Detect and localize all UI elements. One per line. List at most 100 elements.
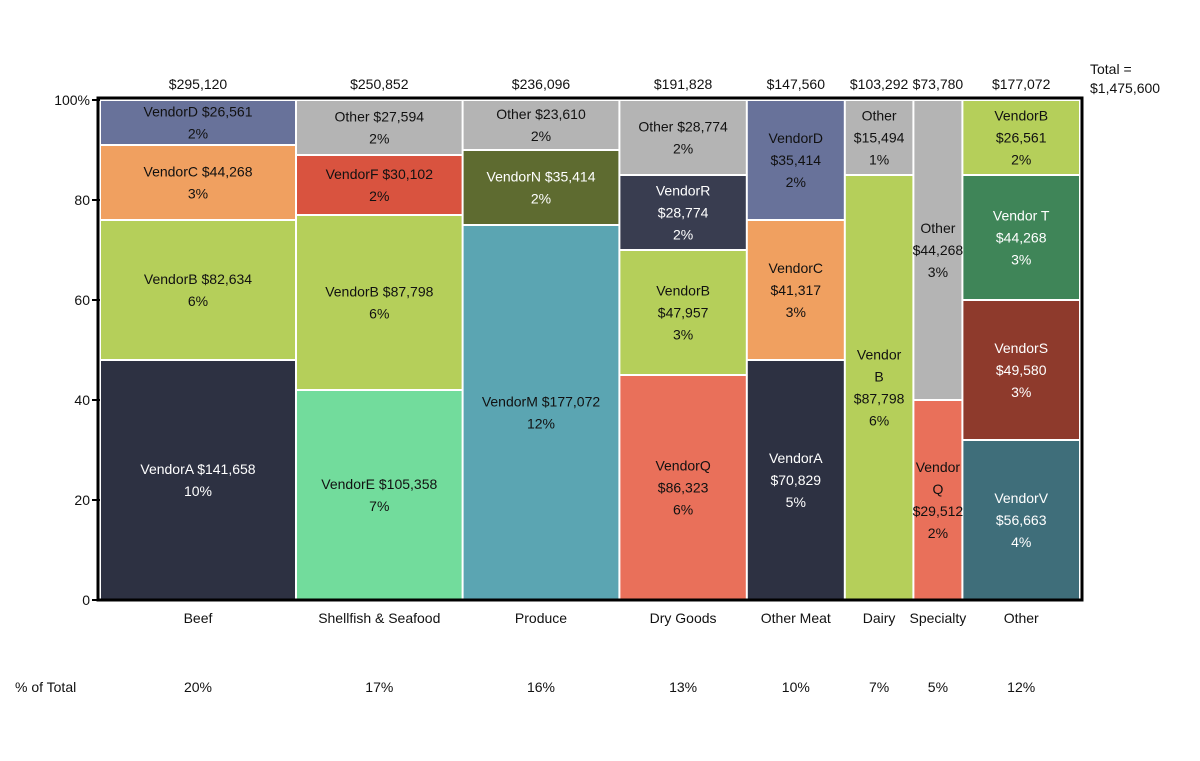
segment-label-line: 12% xyxy=(527,416,555,432)
segment-dairy-1[interactable] xyxy=(845,101,913,174)
segment-specialty-0[interactable] xyxy=(914,401,962,599)
segment-other-1[interactable] xyxy=(963,301,1079,439)
segment-label-line: $70,829 xyxy=(770,472,821,488)
segment-produce-0[interactable] xyxy=(463,226,619,599)
segment-label: Vendor Q $29,512 2% xyxy=(913,459,964,541)
segment-label: Other $44,268 3% xyxy=(913,220,964,280)
y-tick-label: 100% xyxy=(54,92,90,108)
y-axis: 0 20 40 60 80 100% xyxy=(54,92,100,608)
segment-label-line: $87,798 xyxy=(854,391,905,407)
segment-label-line: VendorB $87,798 xyxy=(325,284,433,300)
segment-label-line: 2% xyxy=(531,128,551,144)
segment-label-line: $35,414 xyxy=(770,152,821,168)
segment-label: VendorR $28,774 2% xyxy=(656,183,710,243)
segment-label-line: 2% xyxy=(369,131,389,147)
segment-beef-1[interactable] xyxy=(101,221,295,359)
column-shellfish-seafood: VendorE $105,358 7%VendorB $87,798 6%Vendo… xyxy=(297,101,462,599)
segment-label-line: VendorV xyxy=(994,490,1048,506)
segment-other-meat-1[interactable] xyxy=(747,221,844,359)
grand-total-value: $1,475,600 xyxy=(1090,80,1160,96)
segment-label-line: 10% xyxy=(184,483,212,499)
segment-other-meat-2[interactable] xyxy=(747,101,844,219)
segment-beef-0[interactable] xyxy=(101,361,295,599)
column-dry-goods: VendorQ $86,323 6% VendorB $47,957 3% VendorR $… xyxy=(620,101,746,599)
segment-label: VendorV $56,663 4% xyxy=(994,490,1048,550)
segment-label-line: 2% xyxy=(673,141,693,157)
column-total: $191,828 xyxy=(654,76,713,92)
segment-label-line: 3% xyxy=(786,304,806,320)
segment-label-line: VendorE $105,358 xyxy=(321,476,437,492)
category-label: Specialty xyxy=(909,610,966,626)
segment-label: VendorF $30,102 2% xyxy=(326,166,434,204)
segment-label-line: $29,512 xyxy=(913,503,964,519)
category-pct: 16% xyxy=(527,679,555,695)
column-total: $147,560 xyxy=(767,76,826,92)
segment-dry-goods-0[interactable] xyxy=(620,376,746,599)
segment-label: Vendor B $87,798 6% xyxy=(854,347,905,429)
segment-label-line: VendorA xyxy=(769,450,823,466)
column-other-meat: VendorA $70,829 5% VendorC $41,317 3% VendorD $… xyxy=(747,101,844,599)
segment-other-2[interactable] xyxy=(963,176,1079,299)
segment-label-line: 3% xyxy=(928,264,948,280)
segment-dry-goods-2[interactable] xyxy=(620,176,746,249)
segment-specialty-1[interactable] xyxy=(914,101,962,399)
segment-label-line: VendorC $44,268 xyxy=(144,164,253,180)
segment-label-line: VendorR xyxy=(656,183,710,199)
segment-label: Other $15,494 1% xyxy=(854,108,905,168)
segment-label-line: VendorN $35,414 xyxy=(487,169,596,185)
segment-label-line: $26,561 xyxy=(996,130,1047,146)
segment-dry-goods-3[interactable] xyxy=(620,101,746,174)
segment-label-line: $15,494 xyxy=(854,130,905,146)
segment-shellfish-seafood-1[interactable] xyxy=(297,216,462,389)
segment-label: VendorB $82,634 6% xyxy=(144,271,252,309)
segment-label-line: VendorD xyxy=(769,130,823,146)
segment-dairy-0[interactable] xyxy=(845,176,913,599)
segment-label-line: 2% xyxy=(928,525,948,541)
category-label: Produce xyxy=(515,610,567,626)
segment-other-3[interactable] xyxy=(963,101,1079,174)
segment-label-line: 2% xyxy=(369,188,389,204)
segment-label-line: Other $23,610 xyxy=(496,106,586,122)
segment-shellfish-seafood-3[interactable] xyxy=(297,101,462,154)
segment-label-line: 6% xyxy=(188,293,208,309)
segment-label-line: 6% xyxy=(369,306,389,322)
y-tick-label: 80 xyxy=(74,192,90,208)
segment-beef-3[interactable] xyxy=(101,101,295,144)
segment-shellfish-seafood-0[interactable] xyxy=(297,391,462,599)
segment-shellfish-seafood-2[interactable] xyxy=(297,156,462,214)
segment-other-0[interactable] xyxy=(963,441,1079,599)
segment-dry-goods-1[interactable] xyxy=(620,251,746,374)
segment-label-line: $86,323 xyxy=(658,480,709,496)
segment-label-line: 6% xyxy=(869,413,889,429)
segment-label-line: 3% xyxy=(1011,384,1031,400)
segment-label-line: VendorF $30,102 xyxy=(326,166,434,182)
category-pct: 7% xyxy=(869,679,889,695)
segment-label-line: $44,268 xyxy=(996,230,1047,246)
segment-label: VendorA $70,829 5% xyxy=(769,450,823,510)
category-pct: 5% xyxy=(928,679,948,695)
segment-label-line: VendorQ xyxy=(655,458,710,474)
column-total: $236,096 xyxy=(512,76,571,92)
plot-frame xyxy=(96,96,1084,602)
category-pct: 12% xyxy=(1007,679,1035,695)
segment-label-line: $56,663 xyxy=(996,512,1047,528)
segment-label-line: Vendor xyxy=(916,459,961,475)
segment-label-line: Vendor T xyxy=(993,208,1050,224)
segment-label: VendorQ $86,323 6% xyxy=(655,458,710,518)
segment-label-line: Other xyxy=(862,108,897,124)
category-pct: 20% xyxy=(184,679,212,695)
y-tick-label: 0 xyxy=(82,592,90,608)
y-tick-label: 60 xyxy=(74,292,90,308)
segment-produce-1[interactable] xyxy=(463,151,619,224)
category-pct: 17% xyxy=(365,679,393,695)
segment-other-meat-0[interactable] xyxy=(747,361,844,599)
segment-produce-2[interactable] xyxy=(463,101,619,149)
category-label: Other Meat xyxy=(761,610,831,626)
segment-label-line: 5% xyxy=(786,494,806,510)
segment-label-line: 2% xyxy=(673,227,693,243)
grand-total-label: Total = xyxy=(1090,61,1132,77)
segment-label-line: 2% xyxy=(531,191,551,207)
segment-beef-2[interactable] xyxy=(101,146,295,219)
category-label: Shellfish & Seafood xyxy=(318,610,440,626)
segment-label-line: VendorM $177,072 xyxy=(482,394,601,410)
